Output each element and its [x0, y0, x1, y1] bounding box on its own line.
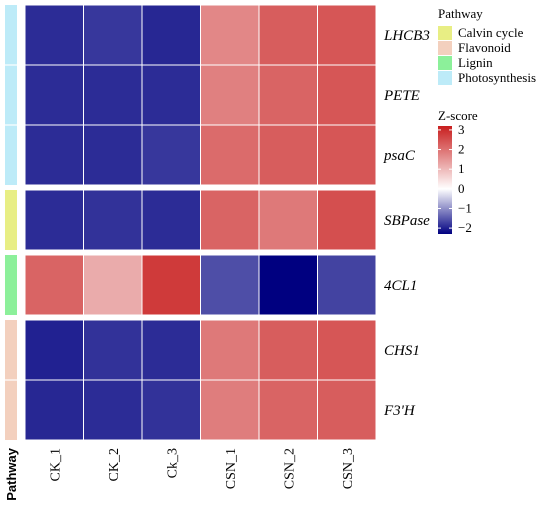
column-label: CSN_2 — [282, 448, 297, 489]
heatmap-cell — [141, 124, 201, 186]
heatmap-cell — [141, 319, 201, 381]
heatmap-cell — [200, 124, 260, 186]
column-labels: CK_1 CK_2 Ck_3 CSN_1 CSN_2 CSN_3 — [48, 448, 356, 489]
heatmap-cell — [317, 189, 377, 251]
gene-label: 4CL1 — [384, 278, 417, 294]
heatmap-cell — [200, 319, 260, 381]
heatmap-cell — [258, 4, 318, 66]
heatmap-cell — [83, 124, 143, 186]
pathway-legend-label: Lignin — [458, 55, 493, 70]
zscore-tick-label: 1 — [458, 161, 465, 176]
pathway-legend-label: Calvin cycle — [458, 25, 524, 40]
column-label: Ck_3 — [165, 448, 180, 478]
heatmap-cell — [24, 319, 84, 381]
column-label: CK_1 — [48, 448, 63, 481]
pathway-legend-title: Pathway — [438, 6, 483, 21]
heatmap-cell — [141, 4, 201, 66]
pathway-legend-swatch — [438, 56, 452, 70]
heatmap-cell — [317, 319, 377, 381]
pathway-bar-1 — [5, 190, 17, 250]
heatmap-cell — [24, 254, 84, 316]
zscore-tick-label: −1 — [458, 200, 472, 215]
pathway-legend: Pathway Calvin cycleFlavonoidLigninPhoto… — [438, 6, 536, 85]
gene-label: LHCB3 — [383, 28, 430, 44]
pathway-bar-0 — [5, 5, 17, 185]
heatmap-cell — [258, 64, 318, 126]
heatmap-cell — [258, 124, 318, 186]
gene-label: CHS1 — [384, 343, 420, 359]
pathway-legend-swatch — [438, 71, 452, 85]
heatmap-cell — [24, 124, 84, 186]
zscore-tick-label: −2 — [458, 220, 472, 235]
heatmap-cell — [200, 4, 260, 66]
heatmap-cell — [141, 379, 201, 441]
heatmap-cell — [141, 189, 201, 251]
pathway-annotation-bars — [5, 5, 17, 440]
column-label: CSN_3 — [341, 448, 356, 489]
column-label: CSN_1 — [224, 448, 239, 489]
gene-label: SBPase — [384, 213, 430, 229]
pathway-legend-swatch — [438, 41, 452, 55]
heatmap-cell — [317, 124, 377, 186]
pathway-bar-2 — [5, 255, 17, 315]
heatmap-cell — [24, 4, 84, 66]
heatmap-cell — [24, 64, 84, 126]
zscore-legend: Z-score 3 2 1 0 −1 −2 — [438, 108, 478, 235]
zscore-legend-title: Z-score — [438, 108, 478, 123]
heatmap-cell — [317, 254, 377, 316]
heatmap-cell — [24, 189, 84, 251]
heatmap-cell — [317, 4, 377, 66]
pathway-axis-label: Pathway — [4, 447, 19, 501]
zscore-tick-label: 2 — [458, 142, 465, 157]
pathway-legend-swatch — [438, 26, 452, 40]
heatmap-cell — [83, 379, 143, 441]
heatmap-cell — [258, 379, 318, 441]
heatmap-cell — [200, 189, 260, 251]
heatmap-cell — [83, 319, 143, 381]
heatmap-cell — [141, 64, 201, 126]
heatmap-cell — [24, 379, 84, 441]
zscore-colorbar — [438, 126, 452, 234]
column-label: CK_2 — [107, 448, 122, 481]
heatmap-cell — [83, 254, 143, 316]
gene-label: psaC — [383, 148, 416, 164]
gene-label: PETE — [383, 88, 420, 104]
heatmap-cell — [317, 379, 377, 441]
heatmap-cell — [141, 254, 201, 316]
gene-label: F3'H — [383, 403, 416, 419]
heatmap-cell — [200, 254, 260, 316]
heatmap-cells — [24, 4, 377, 441]
zscore-tick-label: 3 — [458, 122, 465, 137]
pathway-legend-label: Photosynthesis — [458, 70, 536, 85]
heatmap-cell — [83, 189, 143, 251]
heatmap-cell — [200, 379, 260, 441]
heatmap-cell — [200, 64, 260, 126]
heatmap-cell — [317, 64, 377, 126]
heatmap-cell — [258, 254, 318, 316]
heatmap-cell — [83, 64, 143, 126]
heatmap-cell — [258, 189, 318, 251]
heatmap-cell — [83, 4, 143, 66]
pathway-legend-label: Flavonoid — [458, 40, 511, 55]
zscore-tick-label: 0 — [458, 181, 465, 196]
gene-labels: LHCB3 PETE psaC SBPase 4CL1 CHS1 F3'H — [383, 28, 430, 419]
heatmap-cell — [258, 319, 318, 381]
